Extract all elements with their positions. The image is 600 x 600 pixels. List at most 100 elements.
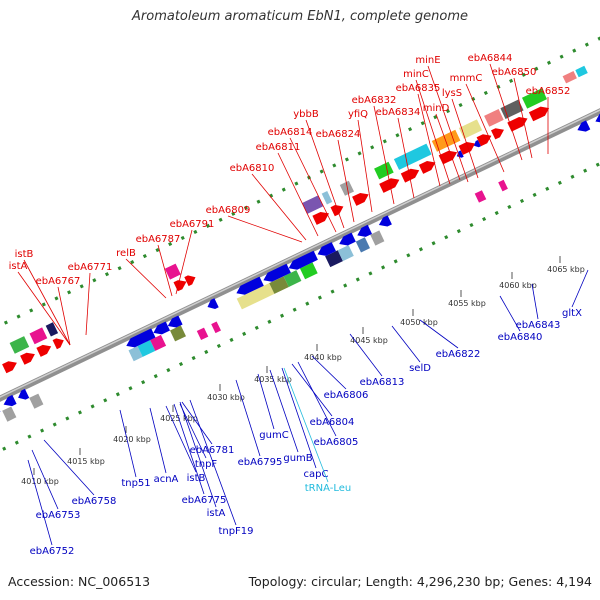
reverse-leader-line bbox=[179, 401, 217, 508]
forward-leader-line bbox=[227, 215, 303, 243]
reverse-leader-line bbox=[571, 269, 589, 308]
reverse-leader-line bbox=[531, 283, 539, 320]
forward-gene-label: ebA6850 bbox=[492, 67, 537, 78]
forward-gene-label: minC bbox=[403, 69, 429, 80]
reverse-feature-block bbox=[196, 327, 209, 340]
forward-leader-line bbox=[57, 286, 71, 346]
forward-gene-arrow bbox=[476, 134, 492, 147]
forward-gene-label: yfiQ bbox=[348, 109, 368, 120]
forward-gene-arrow bbox=[173, 280, 187, 292]
reverse-gene-arrow bbox=[474, 140, 481, 148]
forward-gene-label: minE bbox=[415, 55, 440, 66]
reverse-leader-line bbox=[257, 373, 275, 430]
lower-guide-line bbox=[0, 161, 600, 453]
reverse-gene-label: ebA6840 bbox=[498, 332, 543, 343]
reverse-leader-line bbox=[181, 401, 213, 445]
tick-label: 4040 kbp bbox=[304, 353, 342, 362]
reverse-feature-block bbox=[2, 406, 17, 422]
forward-gene-label: ebA6809 bbox=[206, 205, 251, 216]
forward-gene-arrow bbox=[36, 344, 52, 357]
forward-feature-block bbox=[458, 119, 483, 139]
forward-feature-block bbox=[374, 161, 394, 180]
forward-leader-line bbox=[251, 173, 307, 241]
forward-gene-arrow bbox=[52, 338, 64, 350]
reverse-gene-arrow bbox=[3, 394, 17, 407]
forward-feature-block bbox=[9, 336, 30, 354]
forward-leader-line bbox=[417, 93, 441, 187]
reverse-leader-line bbox=[391, 325, 421, 363]
forward-feature-block bbox=[339, 180, 354, 196]
reverse-leader-line bbox=[499, 295, 521, 332]
reverse-gene-arrow bbox=[236, 276, 264, 295]
forward-gene-label: ebA6814 bbox=[268, 127, 313, 138]
reverse-leader-line bbox=[281, 367, 317, 469]
forward-gene-label: ebA6835 bbox=[396, 83, 441, 94]
reverse-gene-arrow bbox=[595, 113, 600, 123]
forward-feature-block bbox=[164, 263, 181, 280]
reverse-gene-label: ebA6795 bbox=[238, 457, 283, 468]
reverse-gene-arrow bbox=[577, 120, 591, 132]
forward-feature-block bbox=[500, 99, 524, 119]
reverse-feature-block bbox=[498, 179, 508, 192]
forward-leader-line bbox=[435, 113, 461, 181]
reverse-gene-label: ebA6753 bbox=[36, 510, 81, 521]
reverse-leader-line bbox=[283, 367, 329, 483]
forward-leader-line bbox=[397, 117, 415, 199]
backbone-highlight bbox=[0, 109, 600, 398]
forward-gene-label: lysS bbox=[442, 88, 462, 99]
forward-gene-arrow bbox=[312, 212, 329, 225]
reverse-feature-block bbox=[283, 270, 302, 287]
forward-gene-label: ebA6811 bbox=[256, 142, 301, 153]
reverse-leader-line bbox=[27, 459, 53, 546]
reverse-gene-label: ebA6752 bbox=[30, 546, 75, 557]
forward-gene-label: ebA6771 bbox=[68, 262, 113, 273]
forward-gene-label: minD bbox=[423, 103, 450, 114]
forward-feature-block bbox=[29, 327, 48, 345]
reverse-leader-line bbox=[149, 407, 167, 474]
reverse-gene-label: istB bbox=[187, 473, 206, 484]
reverse-leader-line bbox=[31, 449, 59, 510]
reverse-leader-line bbox=[173, 403, 205, 495]
forward-leader-line bbox=[465, 83, 505, 173]
forward-feature-block bbox=[522, 88, 547, 109]
forward-feature-block bbox=[321, 191, 333, 205]
reverse-feature-block bbox=[337, 245, 354, 262]
reverse-gene-label: ebA6822 bbox=[436, 349, 481, 360]
reverse-gene-arrow bbox=[167, 315, 183, 328]
reverse-gene-label: ebA6804 bbox=[310, 417, 355, 428]
reverse-leader-line bbox=[235, 379, 261, 457]
forward-leader-line bbox=[175, 229, 193, 295]
reverse-gene-arrow bbox=[153, 321, 170, 335]
reverse-gene-arrow bbox=[378, 215, 392, 227]
reverse-feature-block bbox=[170, 325, 186, 342]
reverse-feature-block bbox=[325, 250, 343, 268]
reverse-feature-block bbox=[29, 393, 44, 409]
tick-label: 4050 kbp bbox=[400, 318, 438, 327]
forward-gene-label: ebA6834 bbox=[376, 107, 421, 118]
reverse-gene-arrow bbox=[317, 242, 336, 256]
reverse-leader-line bbox=[179, 403, 207, 459]
forward-gene-arrow bbox=[528, 106, 550, 122]
forward-leader-line bbox=[289, 137, 337, 233]
forward-gene-label: relB bbox=[116, 248, 136, 259]
reverse-gene-label: ebA6813 bbox=[360, 377, 405, 388]
reverse-feature-block bbox=[236, 283, 275, 310]
reverse-gene-label: ebA6806 bbox=[324, 390, 369, 401]
forward-leader-line bbox=[357, 119, 373, 213]
forward-gene-label: ybbB bbox=[293, 109, 319, 120]
forward-gene-arrow bbox=[184, 275, 196, 287]
forward-leader-line bbox=[125, 258, 167, 299]
forward-gene-arrow bbox=[352, 193, 369, 206]
reverse-feature-block bbox=[269, 276, 289, 294]
reverse-gene-label: tnp51 bbox=[121, 478, 150, 489]
reverse-gene-label: ebA6781 bbox=[190, 445, 235, 456]
reverse-gene-arrow bbox=[456, 150, 464, 158]
reverse-gene-label: tRNA-Leu bbox=[305, 483, 351, 494]
reverse-gene-label: gumC bbox=[259, 430, 288, 441]
reverse-leader-line bbox=[297, 361, 337, 437]
forward-gene-arrow bbox=[418, 161, 436, 174]
map-title: Aromatoleum aromaticum EbN1, complete ge… bbox=[132, 9, 468, 24]
forward-gene-label: ebA6767 bbox=[36, 276, 81, 287]
reverse-feature-block bbox=[299, 262, 318, 280]
